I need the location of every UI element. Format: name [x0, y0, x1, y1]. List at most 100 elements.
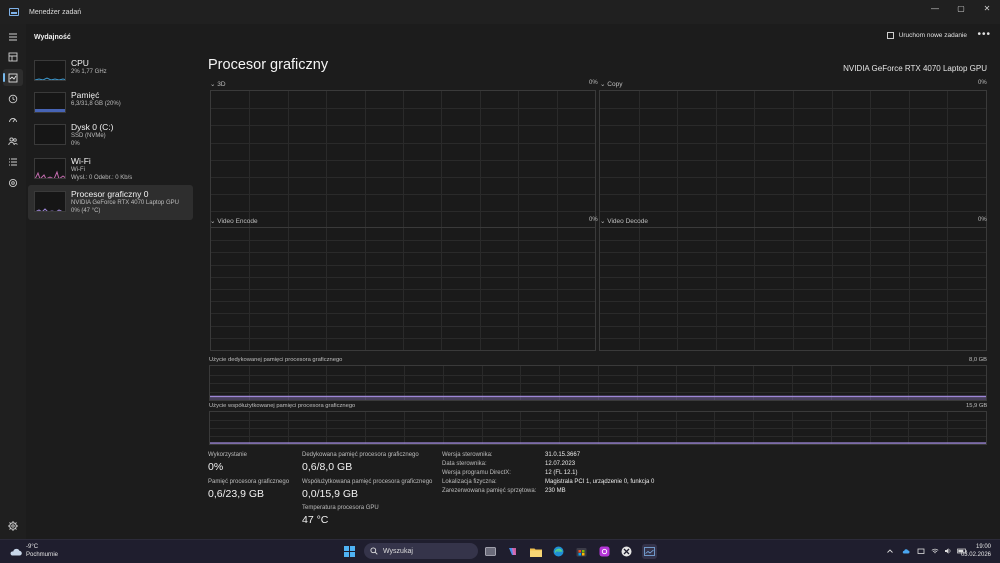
- sidebar-detail: 0%: [71, 141, 80, 147]
- clock-date: 03.02.2026: [960, 552, 991, 558]
- title-bar: Menedżer zadań — ▢ ✕: [0, 0, 1000, 24]
- task-manager-icon: [9, 8, 19, 16]
- graph-copy-pct: 0%: [978, 80, 987, 86]
- sidebar-title: Dysk 0 (C:): [71, 122, 114, 132]
- resource-list: CPU 2% 1,77 GHz Pamięć 6,3/31,8 GB (20%)…: [26, 50, 194, 539]
- cloud-icon: [10, 548, 22, 556]
- sidebar-item-cpu[interactable]: CPU 2% 1,77 GHz: [28, 54, 193, 89]
- cloud-sync-icon[interactable]: [902, 547, 910, 555]
- gpu-temperature-label: Temperatura procesora GPU: [302, 505, 379, 511]
- run-new-task-label: Uruchom nowe zadanie: [898, 32, 967, 39]
- cpu-mini-graph: [34, 60, 66, 81]
- gpu-temperature-value: 47 °C: [302, 514, 329, 526]
- physical-location-key: Lokalizacja fizyczna:: [442, 479, 497, 485]
- disk-mini-graph: [34, 124, 66, 145]
- minimize-button[interactable]: —: [931, 3, 939, 13]
- settings-gear-icon[interactable]: [7, 520, 19, 532]
- search-placeholder: Wyszukaj: [383, 547, 413, 555]
- app-history-icon[interactable]: [3, 90, 23, 107]
- weather-widget[interactable]: -9°C Pochmurnie: [9, 544, 58, 559]
- task-view-icon[interactable]: [483, 544, 498, 559]
- utilization-value: 0%: [208, 461, 224, 473]
- microsoft-store-icon[interactable]: [574, 544, 589, 559]
- graph-video-decode-label[interactable]: ⌄ Video Decode: [600, 218, 648, 225]
- sidebar-item-wifi[interactable]: Wi-Fi Wi-Fi Wysł.: 0 Odebr.: 0 Kb/s: [28, 152, 193, 187]
- gpu-memory-label: Pamięć procesora graficznego: [208, 479, 290, 485]
- hamburger-menu-icon[interactable]: [3, 28, 23, 45]
- graph-video-encode-label[interactable]: ⌄ Video Encode: [210, 218, 258, 225]
- reserved-memory-key: Zarezerwowana pamięć sprzętowa:: [442, 488, 537, 494]
- graph-3d-label[interactable]: ⌄ 3D: [210, 81, 226, 88]
- search-icon: [370, 547, 378, 555]
- sidebar-detail: 0% (47 °C): [71, 208, 101, 214]
- nav-rail: [0, 24, 26, 539]
- gpu-model-name: NVIDIA GeForce RTX 4070 Laptop GPU: [843, 64, 987, 73]
- more-options-button[interactable]: •••: [977, 29, 991, 40]
- sidebar-item-gpu[interactable]: Procesor graficzny 0 NVIDIA GeForce RTX …: [28, 185, 193, 220]
- taskbar-search-box[interactable]: Wyszukaj: [364, 543, 478, 559]
- dedicated-memory-label: Użycie dedykowanej pamięci procesora gra…: [209, 357, 343, 363]
- system-clock[interactable]: 19:00 03.02.2026: [961, 543, 991, 559]
- sidebar-detail: NVIDIA GeForce RTX 4070 Laptop GPU: [71, 200, 179, 206]
- maximize-button[interactable]: ▢: [957, 3, 965, 13]
- processes-icon[interactable]: [3, 48, 23, 65]
- graph-video-encode: [210, 227, 596, 351]
- directx-version-key: Wersja programu DirectX:: [442, 470, 511, 476]
- close-button[interactable]: ✕: [983, 3, 991, 13]
- directx-version-value: 12 (FL 12.1): [545, 470, 578, 476]
- battery-icon[interactable]: [957, 547, 967, 555]
- file-explorer-icon[interactable]: [528, 544, 543, 559]
- graph-copy-label[interactable]: ⌄ Copy: [600, 81, 623, 88]
- graph-video-decode: [599, 227, 987, 351]
- driver-date-value: 12.07.2023: [545, 461, 576, 467]
- sidebar-title: Procesor graficzny 0: [71, 189, 149, 199]
- page-header: Wydajność Uruchom nowe zadanie •••: [26, 24, 1000, 50]
- xbox-icon[interactable]: [619, 544, 634, 559]
- start-button-icon[interactable]: [342, 544, 357, 559]
- driver-version-key: Wersja sterownika:: [442, 452, 493, 458]
- users-icon[interactable]: [3, 132, 23, 149]
- sidebar-detail: 6,3/31,8 GB (20%): [71, 101, 121, 107]
- driver-date-key: Data sterownika:: [442, 461, 487, 467]
- run-new-task-button[interactable]: Uruchom nowe zadanie: [886, 32, 967, 39]
- memory-mini-graph: [34, 92, 66, 113]
- app-tray-icon[interactable]: [917, 547, 925, 555]
- shared-gpu-memory-label: Współużytkowana pamięć procesora graficz…: [302, 479, 433, 485]
- taskbar: -9°C Pochmurnie Wyszukaj 19:00 03.02.202: [0, 539, 1000, 563]
- graph-3d-pct: 0%: [589, 80, 598, 86]
- dedicated-memory-max: 8,0 GB: [969, 357, 988, 363]
- performance-icon[interactable]: [3, 69, 23, 86]
- chevron-up-icon[interactable]: [886, 547, 894, 555]
- sidebar-title: Wi-Fi: [71, 156, 91, 166]
- startup-apps-icon[interactable]: [3, 111, 23, 128]
- shared-memory-graph: [209, 411, 987, 445]
- services-icon[interactable]: [3, 174, 23, 191]
- memory-usage-fill: [210, 396, 986, 400]
- shared-gpu-memory-value: 0,0/15,9 GB: [302, 488, 359, 500]
- sidebar-item-memory[interactable]: Pamięć 6,3/31,8 GB (20%): [28, 86, 193, 121]
- gpu-mini-graph: [34, 191, 66, 212]
- shared-memory-label: Użycie współużytkowanej pamięci procesor…: [209, 403, 356, 409]
- clock-time: 19:00: [975, 544, 991, 550]
- dedicated-gpu-memory-label: Dedykowana pamięć procesora graficznego: [302, 452, 419, 458]
- sidebar-title: Pamięć: [71, 90, 100, 100]
- sidebar-detail: SSD (NVMe): [71, 133, 106, 139]
- edge-browser-icon[interactable]: [551, 544, 566, 559]
- wifi-icon[interactable]: [931, 547, 939, 555]
- sidebar-detail: Wi-Fi: [71, 167, 85, 173]
- sidebar-item-disk[interactable]: Dysk 0 (C:) SSD (NVMe) 0%: [28, 118, 193, 153]
- copilot-icon[interactable]: [505, 544, 520, 559]
- utilization-label: Wykorzystanie: [208, 452, 247, 458]
- physical-location-value: Magistrala PCI 1, urządzenie 0, funkcja …: [545, 479, 655, 485]
- weather-temperature: -9°C: [26, 544, 39, 550]
- shared-memory-max: 15,9 GB: [966, 403, 988, 409]
- speaker-icon[interactable]: [944, 547, 952, 555]
- photo-app-icon[interactable]: [597, 544, 612, 559]
- page-title: Wydajność: [34, 33, 71, 41]
- driver-version-value: 31.0.15.3667: [545, 452, 581, 458]
- dedicated-gpu-memory-value: 0,6/8,0 GB: [302, 461, 353, 473]
- reserved-memory-value: 230 MB: [545, 488, 566, 494]
- task-manager-taskbar-icon[interactable]: [642, 544, 657, 559]
- wifi-mini-graph: [34, 158, 66, 179]
- details-icon[interactable]: [3, 153, 23, 170]
